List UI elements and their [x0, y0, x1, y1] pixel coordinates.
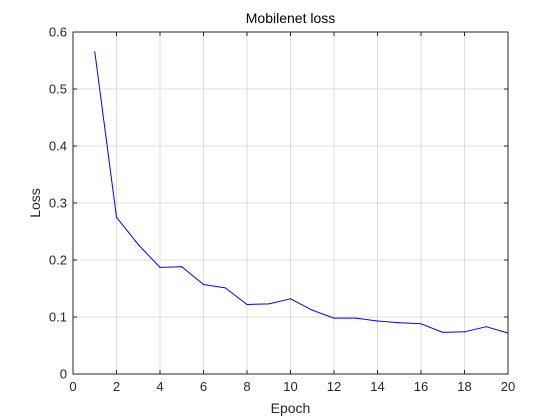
- x-tick-label: 20: [501, 379, 515, 394]
- x-tick-label: 10: [283, 379, 297, 394]
- loss-data-point: [289, 298, 292, 300]
- loss-data-point: [420, 323, 422, 325]
- loss-data-point: [355, 317, 357, 319]
- loss-data-point: [94, 51, 96, 53]
- x-tick-label: 14: [370, 379, 384, 394]
- x-tick-label: 6: [200, 379, 207, 394]
- y-tick-label: 0: [60, 367, 67, 382]
- tick-labels: 0 2 4 6 8 10 12 14 16 18 20 0 0.1 0.2 0.3 0.4 0.5 0.6: [49, 25, 515, 395]
- loss-data-point: [159, 266, 161, 269]
- y-tick-label: 0.4: [49, 139, 67, 154]
- loss-data-point: [442, 331, 444, 333]
- loss-data-point: [224, 287, 226, 289]
- x-tick-label: 4: [156, 379, 163, 394]
- loss-series-line: [94, 51, 509, 334]
- y-tick-label: 0.1: [49, 310, 67, 325]
- x-tick-label: 0: [69, 379, 76, 394]
- y-tick-label: 0.6: [49, 25, 67, 40]
- loss-data-point: [246, 303, 248, 306]
- x-tick-label: 12: [327, 379, 341, 394]
- loss-data-point: [311, 309, 313, 311]
- loss-data-point: [485, 326, 487, 328]
- x-tick-label: 16: [414, 379, 428, 394]
- loss-data-point: [137, 244, 139, 246]
- y-tick-label: 0.2: [49, 253, 67, 268]
- loss-data-point: [115, 216, 118, 218]
- x-axis-title: Epoch: [271, 400, 311, 416]
- y-tick-label: 0.3: [49, 196, 67, 211]
- ticks: [72, 31, 509, 375]
- loss-data-point: [463, 331, 466, 333]
- loss-data-point: [376, 320, 379, 322]
- loss-data-point: [268, 303, 270, 305]
- series-layer: [94, 51, 509, 334]
- loss-data-point: [398, 322, 400, 324]
- y-tick-label: 0.5: [49, 82, 67, 97]
- x-tick-label: 18: [457, 379, 471, 394]
- x-tick-label: 2: [113, 379, 120, 394]
- loss-data-point: [181, 266, 183, 268]
- x-tick-label: 8: [243, 379, 250, 394]
- chart-title: Mobilenet loss: [246, 10, 336, 26]
- loss-data-point: [333, 317, 335, 319]
- loss-data-point: [202, 283, 205, 286]
- y-axis-title: Loss: [27, 188, 43, 218]
